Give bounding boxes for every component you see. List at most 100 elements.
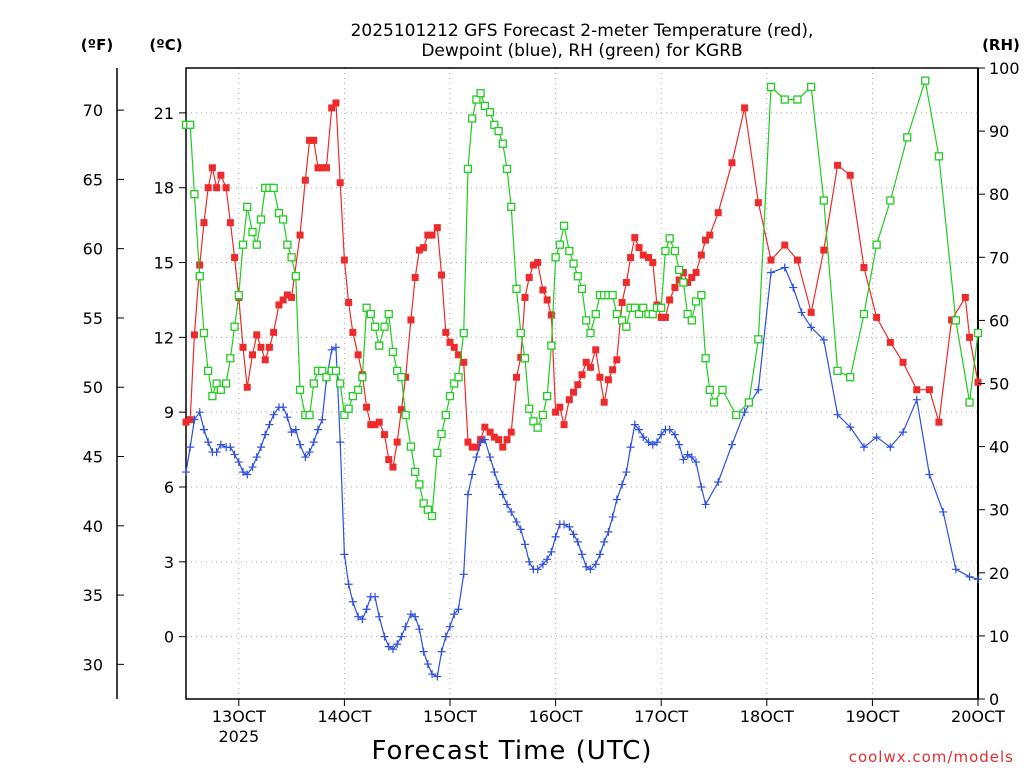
rh-point [450,379,459,388]
rh-point [485,108,495,117]
dewpoint-point [309,438,318,447]
dewpoint-point [630,420,639,429]
rh-point [705,385,714,394]
rh-point [230,322,239,331]
rh-point [807,82,816,92]
temperature-point [613,356,621,364]
temperature-point [438,271,446,279]
temperature-point [499,443,507,451]
rh-point [634,309,644,319]
dewpoint-point [384,642,393,651]
temperature-point [600,398,608,406]
temperature-point [322,164,330,172]
rh-point [565,246,574,256]
rh-point [248,227,257,237]
dewpoint-point [354,612,363,621]
dewpoint-point [419,647,428,656]
rh-point [252,240,261,249]
x-tick-label: 18OCT [740,707,794,726]
dewpoint-point [789,283,798,292]
dewpoint-point [486,453,495,462]
temperature-point [381,431,389,439]
dewpoint-point [819,335,828,344]
dewpoint-point [714,478,723,487]
temperature-point [270,328,278,336]
dewpoint-point [234,458,243,467]
dewpoint-point [846,423,855,432]
temperature-point [834,161,842,169]
rh-point [657,303,666,312]
x-tick-label: 19OCT [845,707,899,726]
temperature-point [961,293,969,301]
dewpoint-point [578,550,586,559]
temperature-point [490,433,498,441]
temperature-point [182,418,190,426]
rh-point [226,354,235,363]
dewpoint-point [573,537,582,546]
dewpoint-point [608,512,617,521]
temperature-point [547,311,555,319]
rh-point [331,366,341,376]
dewpoint-point [243,470,252,479]
rh-point [591,309,600,319]
rh-point [411,467,420,476]
rh-point [547,341,556,350]
dewpoint-point [727,440,736,449]
temperature-point [552,408,560,416]
rh-point [586,328,595,338]
chart-title-line-2: Dewpoint (blue), RH (green) for KGRB [421,41,742,61]
rh-point [279,215,288,224]
dewpoint-point [190,415,199,424]
rh-point [701,354,710,363]
temperature-point [521,293,529,301]
temperature-point [618,298,626,306]
temperature-point [966,333,974,341]
temperature-point [913,386,921,394]
temperature-point [345,298,353,306]
dewpoint-point [248,463,257,472]
temperature-point [226,219,234,227]
celsius-tick-label: 3 [164,553,174,572]
rh-tick-label: 90 [989,122,1009,141]
temperature-point [622,278,630,286]
temperature-point [565,396,573,404]
rh-point [199,328,209,338]
temperature-point [503,436,511,444]
temperature-point [596,373,604,381]
dewpoint-point [644,438,653,447]
temperature-point [974,378,982,386]
rh-point [480,101,489,111]
rh-point [406,442,416,451]
dewpoint-point [512,517,521,526]
temperature-point [468,443,476,451]
fahrenheit-tick-label: 70 [83,101,103,120]
rh-point [445,391,455,401]
dewpoint-point [380,632,389,641]
temperature-point [454,351,462,359]
fahrenheit-tick-label: 60 [83,240,103,259]
dewpoint-point [687,453,696,462]
celsius-tick-label: 0 [164,628,174,647]
rh-point [577,284,587,294]
dewpoint-point [230,450,239,459]
rh-point [665,234,674,243]
dewpoint-point [450,610,459,619]
dewpoint-point [468,470,477,479]
temperature-point [631,234,639,242]
temperature-point [239,343,247,351]
rh-tick-label: 100 [989,59,1020,78]
rh-point [423,505,432,514]
dewpoint-point [754,385,763,394]
rh-point [921,76,930,85]
celsius-tick-label: 18 [154,179,174,198]
dewpoint-point [951,565,960,574]
rh-point [846,373,855,382]
temperature-point [781,241,789,249]
temperature-point [420,244,428,252]
credit-link[interactable]: coolwx.com/models [849,748,1014,766]
rh-point [679,278,688,287]
rh-point [216,385,225,394]
rh-point [427,511,437,521]
rh-point [494,126,503,136]
temperature-point [424,231,432,239]
